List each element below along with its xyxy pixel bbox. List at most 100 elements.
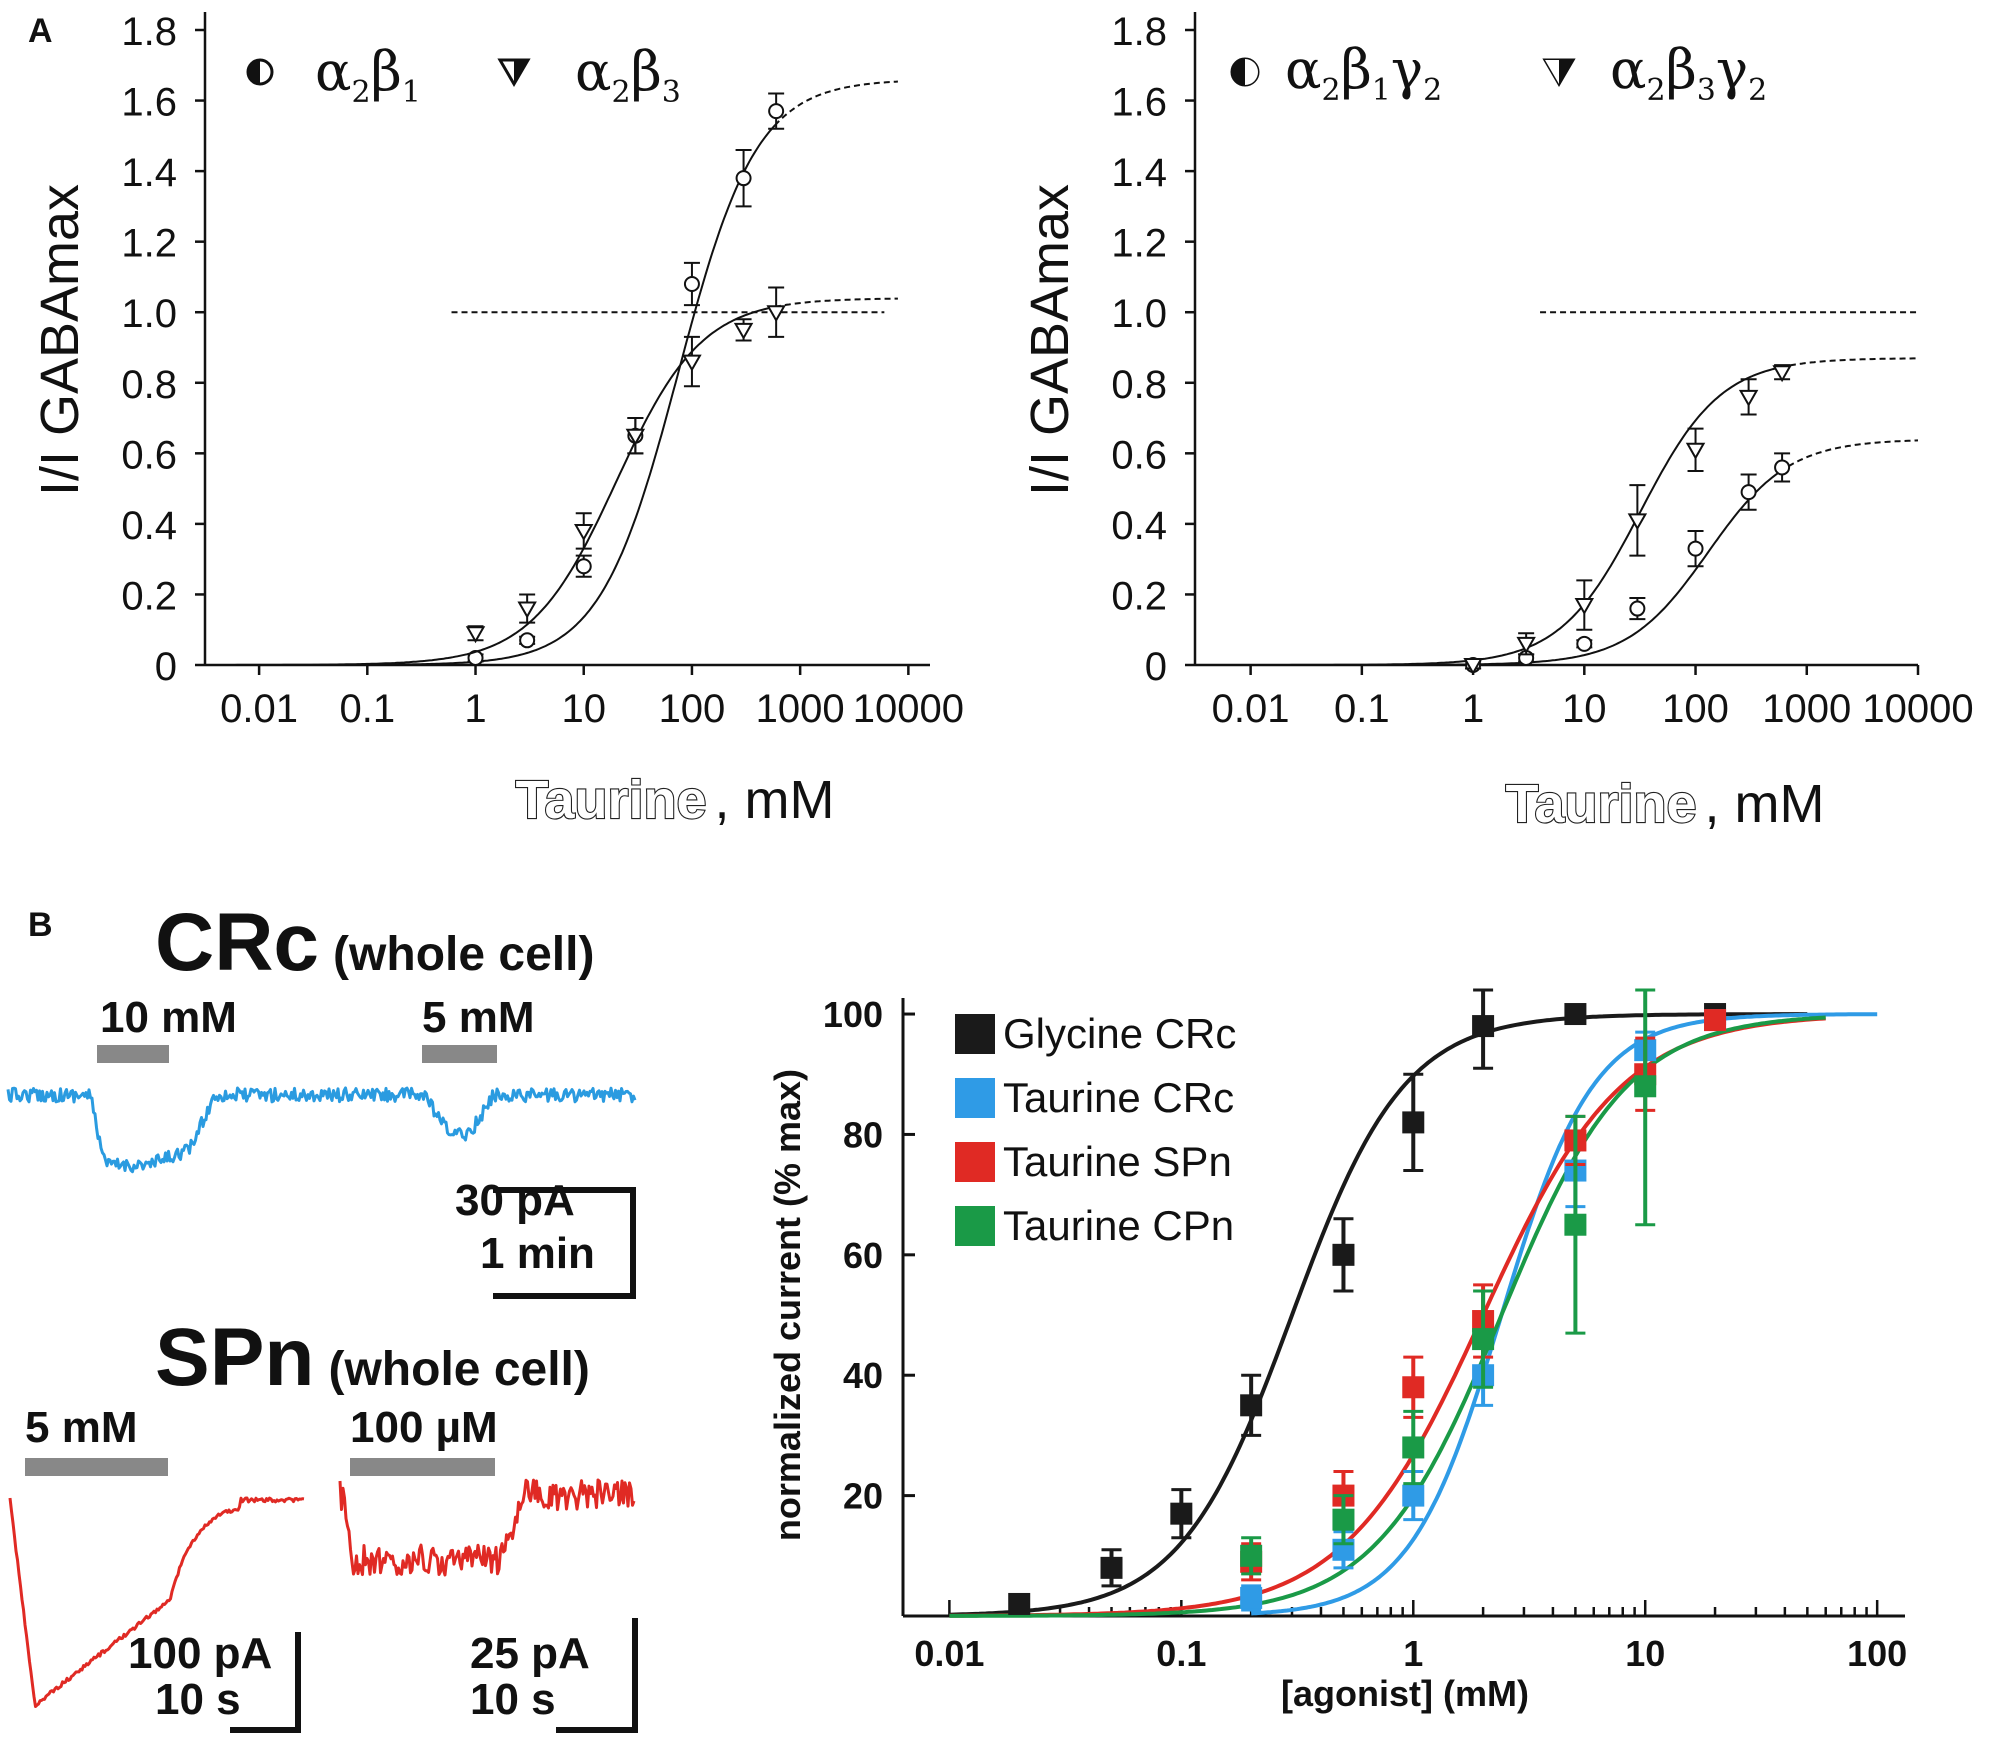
legend-label-a2b1: α2β1: [315, 40, 421, 110]
plot-area: [202, 80, 898, 666]
data-point-Taurine CPn: [1332, 1508, 1355, 1531]
legend-swatch: [955, 1014, 995, 1054]
data-point-α2β3: [682, 354, 702, 372]
x-axis-label-unit: , mM: [715, 770, 835, 830]
data-point-α2β1: [768, 103, 785, 120]
application-bar-2: [422, 1045, 497, 1063]
x-tick-label: 1000: [1762, 687, 1851, 731]
legend-label-a2b3g2: α2β3γ2: [1610, 38, 1767, 108]
data-point-α2β1γ2: [1740, 484, 1757, 501]
y-ticks: 20 40 60 80 100: [823, 994, 915, 1517]
scale-bar-1: [230, 1632, 301, 1733]
y-axis-label: I/I GABAmax: [1020, 184, 1080, 496]
crc-traces: CRc (whole cell) 10 mM 5 mM 30 pA 1 min: [6, 897, 637, 1299]
data-point-Taurine CPn: [1472, 1328, 1495, 1351]
y-ticks: 0 0.2 0.4 0.6 0.8 1.0 1.2 1.4 1.6 1.8: [121, 10, 205, 689]
data-point-α2β1: [735, 170, 752, 187]
x-tick-label: 0.1: [1334, 687, 1390, 731]
x-tick-label: 0.1: [1156, 1633, 1206, 1674]
y-tick-label: 1.6: [121, 81, 177, 125]
x-tick-label: 100: [1847, 1633, 1907, 1674]
y-tick-label: 0.6: [1111, 433, 1167, 477]
legend: Glycine CRc Taurine CRc Taurine SPn Taurine…: [955, 1010, 1236, 1249]
legend-marker-half-circle: [246, 58, 274, 86]
data-point-Glycine CRc: [1472, 1015, 1495, 1038]
legend-label: Taurine SPn: [1003, 1138, 1232, 1185]
chart-b-right: 20 40 60 80 100 0.01 0.1 1 10 100 normalized cur…: [767, 988, 1907, 1714]
x-ticks: 0.01 0.1 1 10 100 1000 10000: [1212, 665, 1974, 731]
data-point-Taurine SPn: [1402, 1376, 1425, 1399]
data-point-α2β3γ2: [1516, 636, 1536, 654]
scale-bar: [493, 1187, 636, 1299]
y-tick-label: 1.2: [121, 222, 177, 266]
y-tick-label: 1.6: [1111, 81, 1167, 125]
plot-area: [1192, 311, 1919, 676]
data-point-α2β3: [625, 428, 646, 446]
data-point-Glycine CRc: [1240, 1394, 1263, 1417]
x-axis-label: [agonist] (mM): [1281, 1673, 1529, 1714]
data-point-α2β3: [517, 601, 537, 619]
x-axis-label: Taurine, mM: [1505, 774, 1824, 834]
scale-2-time: 10 s: [470, 1675, 556, 1724]
data-point-α2β1γ2: [1629, 600, 1646, 617]
y-axis-label: I/I GABAmax: [30, 184, 90, 496]
legend-label-a2b3: α2β3: [575, 40, 681, 110]
data-point-Glycine CRc: [1008, 1592, 1031, 1615]
x-tick-label: 10000: [1862, 687, 1973, 731]
x-tick-label: 10000: [853, 687, 964, 731]
spn-traces: SPn (whole cell) 5 mM 100 µM 100 pA 10 s …: [8, 1312, 638, 1733]
data-point-α2β3: [766, 305, 786, 323]
y-tick-label: 1.4: [1111, 151, 1167, 195]
data-point-Taurine SPn: [1704, 1009, 1727, 1032]
current-trace-2: [338, 1478, 636, 1577]
fit-curve-Taurine CPn: [949, 1015, 1826, 1618]
data-point-Taurine CPn: [1240, 1544, 1263, 1567]
y-tick-label: 0.6: [121, 433, 177, 477]
x-tick-label: 0.1: [340, 687, 396, 731]
legend-label: Glycine CRc: [1003, 1010, 1236, 1057]
application-bar-1-label: 10 mM: [100, 993, 237, 1042]
y-tick-label: 100: [823, 994, 883, 1035]
plot-area: [949, 988, 1878, 1618]
chart-a-right: 0 0.2 0.4 0.6 0.8 1.0 1.2 1.4 1.6 1.8 0.01 0.1 1 10 1…: [1020, 10, 1974, 835]
scale-amplitude: 30 pA: [455, 1176, 575, 1225]
data-point-α2β1γ2: [1687, 540, 1704, 557]
panel-label-a: A: [28, 12, 53, 50]
legend-marker-half-triangle: [1542, 58, 1576, 87]
data-point-Taurine CPn: [1634, 1075, 1657, 1098]
x-axis-label: Taurine, mM: [515, 770, 834, 830]
data-point-α2β3: [574, 523, 594, 541]
data-point-α2β3: [733, 322, 754, 340]
data-point-Taurine CPn: [1564, 1213, 1587, 1236]
y-tick-label: 1.0: [1111, 292, 1167, 336]
scale-time: 1 min: [480, 1229, 595, 1278]
y-tick-label: 1.4: [121, 151, 177, 195]
data-point-α2β1: [519, 632, 536, 649]
x-ticks: 0.01 0.1 1 10 100 1000 10000: [220, 665, 964, 731]
scale-2-amplitude: 25 pA: [470, 1629, 590, 1678]
y-tick-label: 0.4: [1111, 504, 1167, 548]
fit-curve-Glycine CRc: [949, 1012, 1808, 1617]
y-tick-label: 1.8: [121, 10, 177, 54]
y-tick-label: 1.2: [1111, 222, 1167, 266]
panel-label-b: B: [28, 906, 53, 944]
data-point-α2β3γ2: [1627, 513, 1648, 531]
fit-curve-α2β1: [202, 124, 776, 666]
y-tick-label: 1.0: [121, 292, 177, 336]
x-tick-label: 10: [1625, 1633, 1665, 1674]
application-bar-2-label: 5 mM: [422, 993, 534, 1042]
y-tick-label: 0.8: [121, 363, 177, 407]
application-bar-2-label: 100 µM: [350, 1403, 498, 1452]
x-tick-label: 10: [1562, 687, 1607, 731]
y-tick-label: 0.4: [121, 504, 177, 548]
x-tick-label: 10: [561, 687, 606, 731]
fit-curve-extrapolated-α2β1γ2: [1779, 439, 1919, 473]
data-point-Glycine CRc: [1564, 1003, 1587, 1026]
data-point-α2β1: [683, 276, 700, 292]
legend-marker-half-circle: [1230, 57, 1260, 87]
data-point-Taurine CRc: [1240, 1586, 1263, 1609]
y-tick-label: 0: [155, 645, 177, 689]
legend: α2β1 α2β3: [246, 40, 681, 110]
x-tick-label: 100: [1662, 687, 1729, 731]
